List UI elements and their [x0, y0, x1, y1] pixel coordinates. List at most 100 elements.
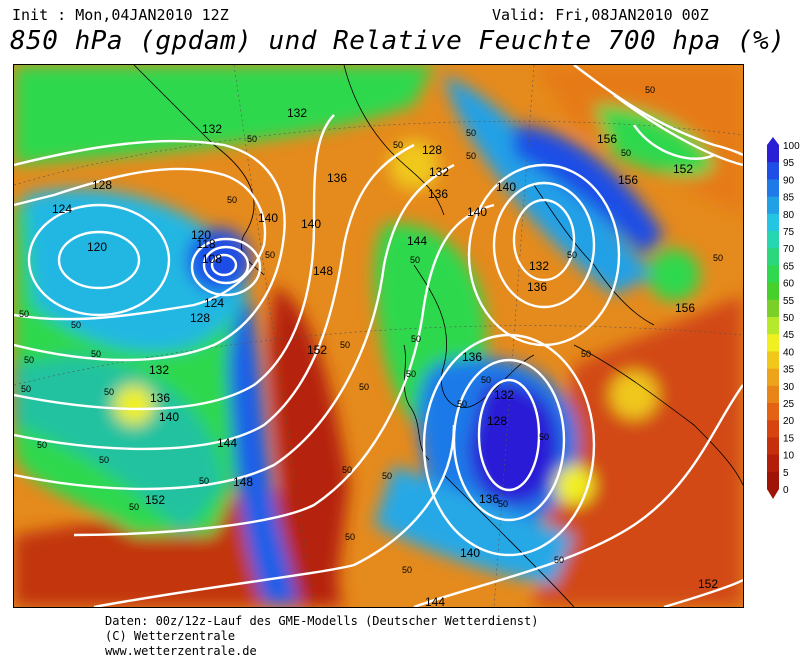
contour-label: 136	[479, 492, 499, 506]
contour-label: 148	[313, 264, 333, 278]
humidity-label: 50	[71, 320, 81, 330]
contour-label: 120	[87, 240, 107, 254]
legend-tick-label: 30	[783, 382, 795, 393]
contour-label: 144	[425, 595, 445, 607]
humidity-label: 50	[457, 399, 467, 409]
contour-label: 128	[422, 143, 442, 157]
contour-label: 136	[150, 391, 170, 405]
legend-swatch	[767, 334, 779, 352]
valid-time: Valid: Fri,08JAN2010 00Z	[492, 6, 709, 24]
contour-label: 124	[204, 296, 224, 310]
contour-label: 136	[527, 280, 547, 294]
humidity-label: 50	[621, 148, 631, 158]
legend-swatch	[767, 403, 779, 421]
legend-swatch	[767, 145, 779, 163]
legend-swatch	[767, 385, 779, 404]
contour-label: 156	[618, 173, 638, 187]
legend-tick-label: 65	[783, 261, 795, 272]
humidity-label: 50	[24, 355, 34, 365]
contour-label: 132	[202, 122, 222, 136]
humidity-label: 50	[99, 455, 109, 465]
legend-tick-label: 85	[783, 193, 795, 204]
humidity-label: 50	[645, 85, 655, 95]
contour-label: 128	[190, 311, 210, 325]
legend-swatch	[767, 299, 779, 318]
humidity-labels: 50 50 50 50 50 50 50 50 50 50 50 50 50 5…	[19, 85, 723, 575]
contour-labels: 108 118 120 120 124 124 128 128 128 128 …	[52, 106, 718, 607]
humidity-label: 50	[402, 565, 412, 575]
humidity-label: 50	[581, 349, 591, 359]
legend-tick-label: 90	[783, 175, 795, 186]
legend-tick-label: 20	[783, 416, 795, 427]
humidity-label: 50	[359, 382, 369, 392]
weather-map: 108 118 120 120 124 124 128 128 128 128 …	[13, 64, 744, 608]
contour-label: 136	[428, 187, 448, 201]
legend-top-cap	[767, 137, 779, 145]
contour-label: 156	[675, 301, 695, 315]
contour-label: 108	[202, 252, 222, 266]
legend-swatch	[767, 420, 779, 438]
humidity-label: 50	[345, 532, 355, 542]
legend-swatch	[767, 196, 779, 215]
legend-swatch	[767, 454, 779, 473]
contour-label: 132	[149, 363, 169, 377]
humidity-label: 50	[713, 253, 723, 263]
legend-tick-label: 5	[783, 468, 789, 479]
humidity-field	[14, 65, 743, 607]
humidity-label: 50	[554, 555, 564, 565]
humidity-label: 50	[382, 471, 392, 481]
legend-swatch	[767, 282, 779, 301]
legend-tick-label: 60	[783, 279, 795, 290]
legend-swatch	[767, 437, 779, 456]
legend-swatch	[767, 471, 779, 490]
contour-label: 152	[145, 493, 165, 507]
humidity-label: 50	[411, 334, 421, 344]
humidity-label: 50	[410, 255, 420, 265]
humidity-label: 50	[247, 134, 257, 144]
contour-label: 144	[217, 436, 237, 450]
legend-swatch	[767, 231, 779, 249]
legend-tick-label: 75	[783, 227, 795, 238]
legend-swatch	[767, 162, 779, 180]
contour-label: 144	[407, 234, 427, 248]
legend-tick-label: 55	[783, 296, 795, 307]
legend-swatch	[767, 317, 779, 335]
legend-tick-label: 40	[783, 347, 795, 358]
legend-tick-label: 25	[783, 399, 795, 410]
contour-label: 140	[301, 217, 321, 231]
humidity-color-legend: 100 95 90 85 80 75 70 65 60 55 50 45 40 35 30 25 20 15 10 5…	[763, 137, 812, 537]
humidity-label: 50	[567, 250, 577, 260]
contour-label: 148	[233, 475, 253, 489]
contour-label: 140	[460, 546, 480, 560]
humidity-label: 50	[393, 140, 403, 150]
humidity-label: 50	[104, 387, 114, 397]
legend-tick-label: 10	[783, 451, 795, 462]
legend-swatch	[767, 265, 779, 284]
legend-tick-label: 15	[783, 433, 795, 444]
legend-tick-label: 45	[783, 330, 795, 341]
data-source-note: Daten: 00z/12z-Lauf des GME-Modells (Deu…	[105, 614, 539, 628]
contour-label: 132	[494, 388, 514, 402]
contour-label: 156	[597, 132, 617, 146]
contour-label: 152	[698, 577, 718, 591]
humidity-label: 50	[466, 128, 476, 138]
humidity-label: 50	[466, 151, 476, 161]
legend-tick-label: 50	[783, 313, 795, 324]
legend-swatch	[767, 179, 779, 198]
humidity-label: 50	[498, 499, 508, 509]
contour-label: 132	[429, 165, 449, 179]
legend-tick-label: 95	[783, 158, 795, 169]
init-time: Init : Mon,04JAN2010 12Z	[12, 6, 229, 24]
legend-tick-label: 80	[783, 210, 795, 221]
contour-label: 140	[159, 410, 179, 424]
contour-label: 118	[196, 237, 215, 251]
legend-swatch	[767, 213, 779, 232]
humidity-label: 50	[37, 440, 47, 450]
legend-tick-label: 100	[783, 141, 800, 152]
contour-label: 152	[673, 162, 693, 176]
website-link[interactable]: www.wetterzentrale.de	[105, 644, 257, 658]
legend-swatch	[767, 351, 779, 370]
legend-bottom-cap	[767, 489, 779, 499]
humidity-label: 50	[227, 195, 237, 205]
contour-label: 140	[467, 205, 487, 219]
